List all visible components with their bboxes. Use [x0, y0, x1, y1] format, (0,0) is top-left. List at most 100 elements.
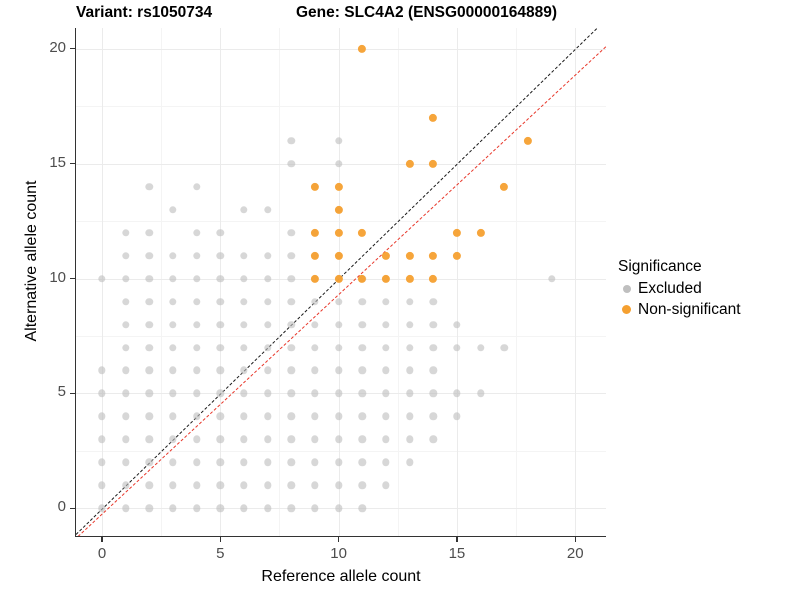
data-point [547, 274, 556, 283]
x-tick-label: 10 [330, 545, 347, 562]
data-point [476, 343, 485, 352]
legend-item-non-significant[interactable]: Non-significant [618, 299, 793, 320]
data-point [287, 251, 296, 260]
data-point [192, 320, 201, 329]
data-point [429, 343, 437, 352]
data-point [192, 458, 201, 467]
data-point [287, 343, 296, 352]
data-point [121, 435, 130, 444]
data-point [287, 458, 296, 467]
data-point [358, 389, 366, 398]
gridline-horizontal [76, 221, 606, 222]
data-point [145, 435, 154, 444]
data-point [287, 228, 296, 237]
y-axis-line [75, 28, 77, 536]
data-point [169, 320, 177, 329]
data-point [311, 481, 319, 490]
gridline-horizontal [76, 106, 606, 107]
gridline-vertical [279, 28, 280, 536]
x-tick [101, 537, 103, 542]
x-tick-label: 15 [448, 545, 466, 562]
data-point [287, 159, 296, 168]
data-point [405, 159, 414, 168]
data-point [429, 113, 438, 122]
data-point [334, 458, 343, 467]
data-point [311, 435, 319, 444]
gridline-vertical [516, 28, 517, 536]
data-point [429, 274, 438, 283]
data-point [334, 228, 343, 237]
legend-item-excluded[interactable]: Excluded [618, 278, 793, 299]
y-tick-label: 10 [49, 268, 66, 286]
data-point [240, 481, 248, 490]
data-point [405, 435, 414, 444]
data-point [405, 320, 414, 329]
data-point [310, 182, 320, 191]
data-point [192, 343, 201, 352]
data-point [145, 297, 154, 306]
legend-label-non-significant: Non-significant [638, 300, 741, 318]
data-point [429, 297, 437, 306]
data-point [311, 504, 319, 513]
data-point [145, 320, 154, 329]
data-point [358, 297, 366, 306]
data-point [98, 389, 106, 398]
y-tick [70, 507, 75, 509]
legend-label-excluded: Excluded [638, 279, 702, 297]
data-point [334, 504, 343, 513]
data-point [334, 251, 343, 260]
x-axis-line [75, 536, 606, 538]
data-point [98, 435, 106, 444]
data-point [476, 228, 485, 237]
data-point [192, 435, 201, 444]
y-tick-label: 5 [57, 383, 66, 401]
data-point [121, 320, 130, 329]
data-point [429, 366, 437, 375]
legend-title: Significance [618, 258, 702, 275]
data-point [240, 458, 248, 467]
data-point [240, 366, 248, 375]
variant-title: Variant: rs1050734 [76, 4, 213, 21]
data-point [145, 182, 154, 191]
data-point [382, 366, 390, 375]
data-point [263, 435, 272, 444]
gridline-vertical [102, 28, 103, 536]
data-point [382, 458, 390, 467]
data-point [429, 251, 438, 260]
data-point [263, 274, 272, 283]
data-point [263, 458, 272, 467]
data-point [476, 389, 485, 398]
data-point [358, 44, 367, 53]
data-point [169, 504, 177, 513]
data-point [263, 251, 272, 260]
data-point [169, 481, 177, 490]
data-point [121, 343, 130, 352]
data-point [98, 274, 106, 283]
data-point [358, 435, 366, 444]
y-tick [70, 277, 75, 280]
data-point [240, 205, 248, 214]
data-point [334, 435, 343, 444]
gridline-vertical [161, 28, 162, 536]
x-tick [219, 537, 221, 542]
data-point [169, 412, 177, 421]
data-point [358, 320, 366, 329]
data-point [240, 274, 248, 283]
data-point [453, 320, 461, 329]
data-point [216, 228, 225, 237]
data-point [405, 366, 414, 375]
data-point [287, 504, 296, 513]
data-point [310, 274, 320, 283]
data-point [169, 297, 177, 306]
data-point [429, 435, 437, 444]
data-point [216, 297, 225, 306]
data-point [429, 389, 437, 398]
data-point [240, 389, 248, 398]
gridline-horizontal [76, 336, 606, 337]
data-point [216, 412, 225, 421]
data-point [334, 366, 343, 375]
data-point [98, 504, 106, 513]
data-point [334, 205, 343, 214]
data-point [381, 274, 391, 283]
data-point [263, 366, 272, 375]
